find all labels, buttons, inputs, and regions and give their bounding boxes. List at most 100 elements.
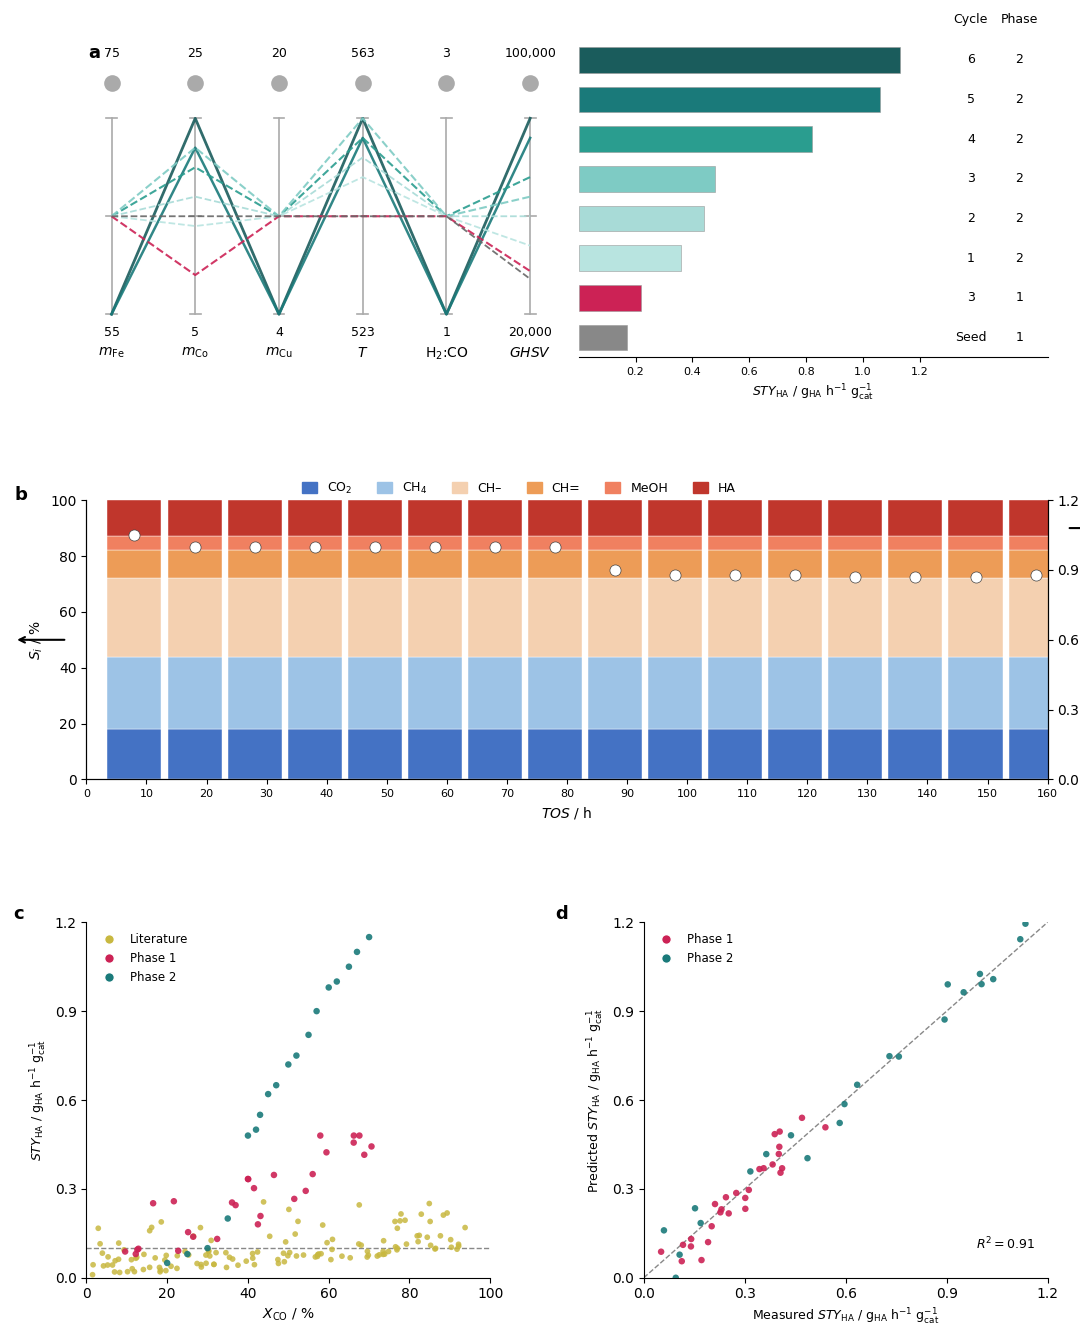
- Text: 563: 563: [351, 47, 375, 60]
- Text: 4: 4: [967, 133, 975, 145]
- Bar: [348, 536, 402, 551]
- Point: [198, 1244, 215, 1266]
- Point: [728, 1182, 745, 1203]
- Text: 1: 1: [1015, 331, 1023, 343]
- Bar: [287, 656, 341, 729]
- Point: [955, 982, 972, 1004]
- Point: [180, 1244, 198, 1266]
- Bar: [228, 536, 282, 551]
- Bar: [889, 536, 943, 551]
- Point: [799, 1147, 816, 1169]
- Point: [185, 1226, 202, 1247]
- Point: [936, 1009, 954, 1030]
- Point: [310, 1243, 327, 1264]
- Point: [219, 1207, 237, 1229]
- Point: [281, 1242, 298, 1263]
- Point: [320, 977, 337, 998]
- Point: [758, 1143, 775, 1165]
- Text: 2: 2: [1015, 212, 1023, 225]
- Point: [270, 1252, 287, 1274]
- Bar: [828, 551, 882, 579]
- Point: [224, 1191, 241, 1213]
- Point: [127, 1247, 145, 1268]
- Point: [289, 1211, 307, 1233]
- Legend: Literature, Phase 1, Phase 2: Literature, Phase 1, Phase 2: [92, 928, 193, 989]
- Point: [297, 1181, 314, 1202]
- Point: [309, 1244, 326, 1266]
- Bar: [648, 579, 702, 656]
- Point: [693, 1250, 711, 1271]
- Point: [104, 1254, 121, 1275]
- Point: [238, 1251, 255, 1272]
- Bar: [468, 536, 522, 551]
- Text: Seed: Seed: [955, 331, 987, 343]
- Bar: [167, 551, 221, 579]
- Point: [130, 1238, 147, 1259]
- Point: [201, 1246, 218, 1267]
- Point: [770, 1143, 787, 1165]
- Bar: [107, 500, 162, 536]
- Point: [117, 1240, 134, 1262]
- Point: [450, 1235, 468, 1256]
- Bar: [708, 729, 762, 780]
- Point: [1016, 913, 1034, 934]
- Bar: [768, 500, 822, 536]
- Text: 5: 5: [191, 326, 199, 339]
- Bar: [167, 656, 221, 729]
- Point: [742, 1161, 759, 1182]
- Text: 75: 75: [104, 47, 120, 60]
- Point: [245, 1178, 262, 1199]
- X-axis label: $X_{\rm CO}$ / %: $X_{\rm CO}$ / %: [262, 1307, 314, 1323]
- Point: [755, 1158, 772, 1179]
- Point: [307, 1246, 324, 1267]
- Bar: [889, 500, 943, 536]
- Point: [771, 1121, 788, 1142]
- Point: [288, 1246, 306, 1267]
- Point: [84, 1264, 102, 1286]
- Point: [717, 1187, 734, 1209]
- Point: [334, 1246, 351, 1267]
- Point: [280, 1199, 297, 1221]
- Point: [99, 1246, 117, 1267]
- Point: [255, 1191, 272, 1213]
- Point: [285, 1189, 302, 1210]
- Point: [363, 1135, 380, 1157]
- Legend: Phase 1, Phase 2: Phase 1, Phase 2: [650, 928, 739, 969]
- Bar: [948, 536, 1002, 551]
- Point: [350, 1234, 367, 1255]
- Point: [692, 1213, 710, 1234]
- Point: [368, 1246, 386, 1267]
- Bar: [828, 729, 882, 780]
- Point: [359, 1240, 376, 1262]
- Text: a: a: [89, 44, 100, 61]
- Bar: [348, 656, 402, 729]
- Point: [168, 1258, 186, 1279]
- Text: $GHSV$: $GHSV$: [509, 346, 551, 359]
- Bar: [948, 729, 1002, 780]
- Point: [125, 1260, 143, 1282]
- Text: $T$: $T$: [357, 346, 368, 359]
- Bar: [889, 579, 943, 656]
- Point: [84, 1254, 102, 1275]
- Point: [349, 941, 366, 962]
- Bar: [287, 729, 341, 780]
- Bar: [588, 729, 643, 780]
- Point: [240, 1169, 257, 1190]
- Point: [389, 1218, 406, 1239]
- Point: [389, 1238, 406, 1259]
- Point: [375, 1243, 392, 1264]
- Y-axis label: Predicted $STY_{\rm HA}$ / g$_{\rm HA}$ h$^{-1}$ g$_{\rm cat}^{-1}$: Predicted $STY_{\rm HA}$ / g$_{\rm HA}$ …: [586, 1008, 607, 1193]
- Point: [971, 964, 988, 985]
- Point: [218, 1256, 235, 1278]
- Bar: [107, 536, 162, 551]
- Point: [280, 1244, 297, 1266]
- Point: [720, 1203, 738, 1225]
- Point: [168, 1244, 186, 1266]
- Point: [432, 1225, 449, 1246]
- Point: [135, 1243, 152, 1264]
- Point: [427, 1238, 444, 1259]
- Point: [165, 1191, 183, 1213]
- Point: [94, 1242, 111, 1263]
- Y-axis label: $S_i$ / %: $S_i$ / %: [28, 620, 44, 660]
- Point: [764, 1154, 781, 1175]
